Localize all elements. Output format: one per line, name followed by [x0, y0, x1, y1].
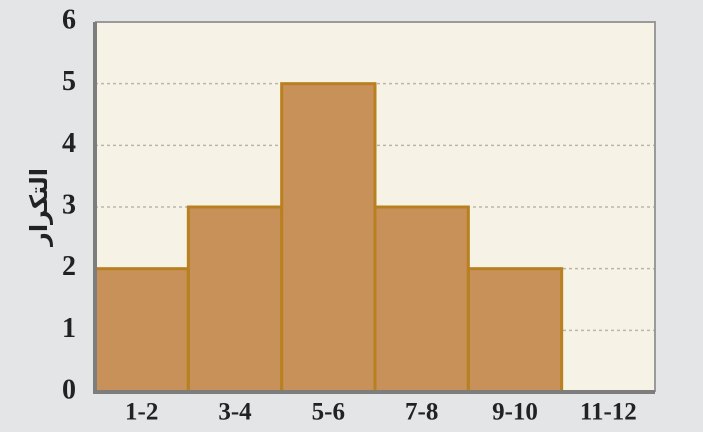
x-tick-label: 11-12	[580, 399, 637, 426]
x-tick-label: 3-4	[218, 399, 252, 426]
axis-frame	[95, 21, 656, 392]
y-axis-label: التكرار	[25, 168, 53, 247]
x-tick-label: 5-6	[312, 399, 345, 426]
y-tick-label: 6	[62, 4, 76, 35]
y-tick-label: 1	[62, 313, 76, 344]
x-tick-label: 7-8	[405, 399, 438, 426]
y-tick-label: 5	[62, 66, 76, 97]
bar	[186, 205, 284, 394]
y-tick-label: 0	[62, 374, 76, 405]
y-tick-label: 2	[62, 251, 76, 282]
x-tick-label: 9-10	[492, 399, 538, 426]
bar	[93, 267, 190, 394]
bar	[373, 205, 470, 394]
axes	[93, 22, 655, 394]
x-tick-label: 1-2	[125, 399, 158, 426]
bar	[280, 82, 377, 394]
bar	[466, 267, 564, 394]
y-tick-label: 4	[62, 128, 76, 159]
y-tick-label: 3	[62, 189, 76, 220]
